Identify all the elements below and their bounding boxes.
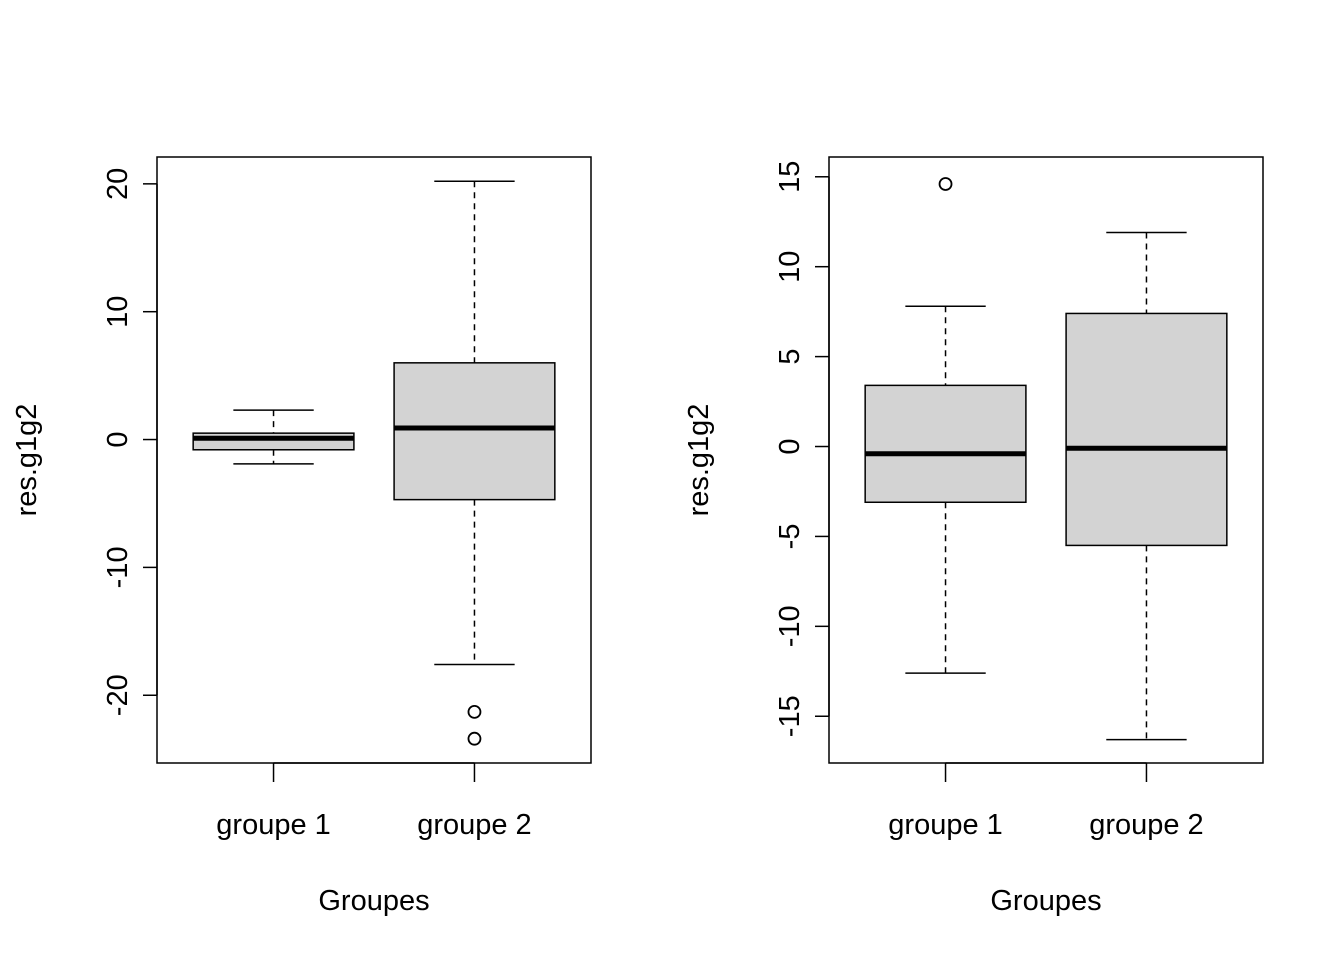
box-iqr [1065, 312, 1228, 547]
box-iqr [192, 432, 355, 451]
y-tick-label: 15 [774, 161, 806, 193]
y-tick-label: -10 [774, 605, 806, 647]
y-tick-label: -15 [774, 695, 806, 737]
y-tick-label: -10 [102, 546, 134, 588]
y-tick-label: 5 [774, 349, 806, 365]
box-2 [393, 180, 556, 746]
y-tick-label: 10 [774, 251, 806, 283]
outlier-point [938, 177, 953, 191]
y-tick-label: 0 [102, 431, 134, 447]
y-axis-title: res.g1g2 [683, 404, 715, 517]
y-tick-label: 20 [102, 168, 134, 200]
x-axis-title: Groupes [318, 885, 429, 917]
y-tick-label: 0 [774, 438, 806, 454]
y-tick-label: 10 [102, 296, 134, 328]
box-1 [864, 177, 1027, 674]
outlier-point [467, 704, 482, 719]
x-axis-title: Groupes [990, 885, 1101, 917]
x-axis: groupe 1 groupe 2 [216, 762, 532, 841]
y-axis-title: res.g1g2 [11, 404, 43, 517]
box-marks [864, 177, 1228, 741]
y-axis: -15 -10 -5 0 5 10 15 [774, 161, 830, 737]
y-tick-label: -20 [102, 674, 134, 716]
box-iqr [864, 384, 1027, 504]
y-axis: -20 -10 0 10 20 [102, 168, 158, 716]
box-2 [1065, 231, 1228, 741]
x-tick-label: groupe 1 [888, 809, 1003, 841]
x-axis: groupe 1 groupe 2 [888, 762, 1204, 841]
box-1 [192, 409, 355, 465]
x-tick-label: groupe 2 [1089, 809, 1204, 841]
x-tick-label: groupe 2 [417, 809, 532, 841]
x-tick-label: groupe 1 [216, 809, 331, 841]
box-marks [192, 180, 556, 746]
y-tick-label: -5 [774, 524, 806, 550]
outlier-point [467, 731, 482, 746]
left-boxplot-panel: -20 -10 0 10 20 groupe 1 groupe 2 Groupes res… [11, 156, 592, 917]
box-iqr [393, 362, 556, 501]
